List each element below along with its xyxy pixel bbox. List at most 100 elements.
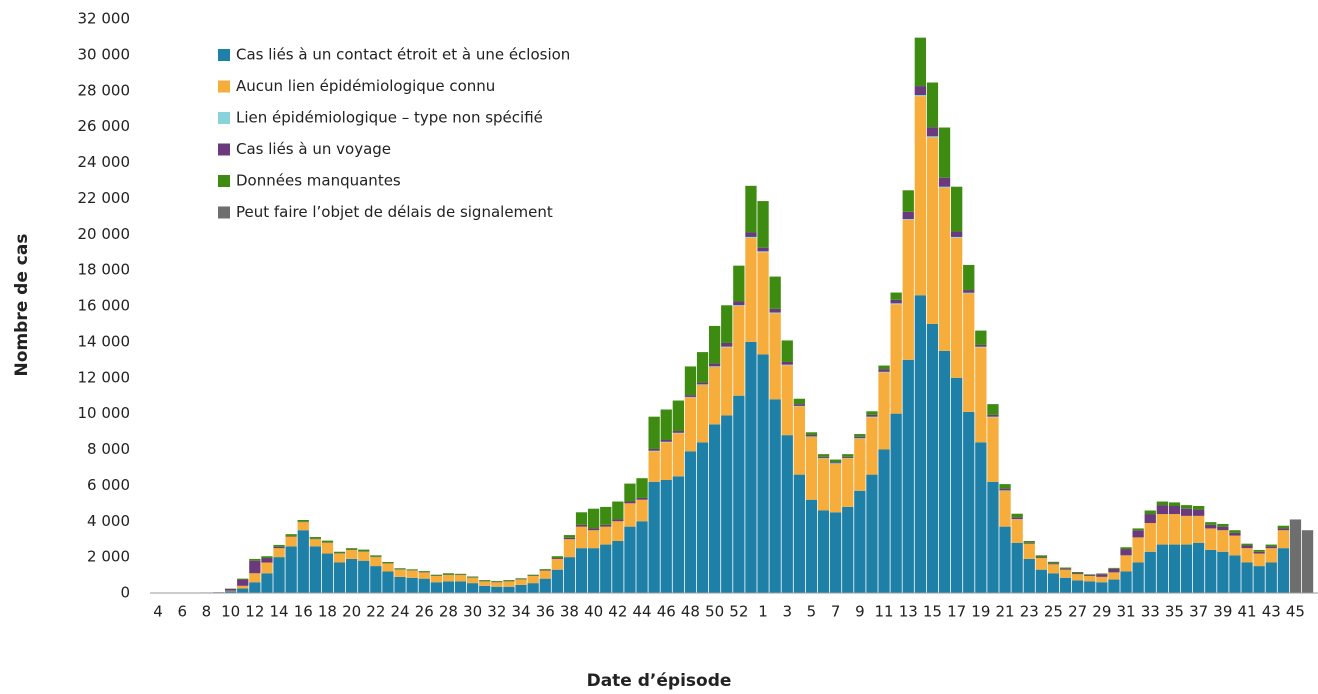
bar-segment: [539, 569, 551, 571]
bar-segment: [709, 424, 721, 593]
bar-segment: [273, 557, 285, 593]
bar-segment: [1217, 551, 1229, 593]
bar-segment: [1180, 544, 1193, 593]
bar-segment: [1108, 579, 1120, 593]
bar-segment: [600, 524, 612, 527]
bar-segment: [709, 325, 721, 364]
bar-segment: [866, 411, 878, 415]
bar-segment: [1059, 577, 1072, 593]
legend-swatch: [218, 143, 230, 156]
y-tick-label: 24 000: [78, 153, 131, 171]
bar-segment: [358, 551, 370, 561]
bar-segment: [745, 232, 757, 237]
bar-segment: [515, 584, 527, 593]
bar-segment: [491, 580, 503, 582]
x-tick-label: 16: [294, 603, 313, 621]
bar-segment: [575, 526, 588, 549]
bar-segment: [830, 462, 842, 464]
x-tick-label: 33: [1141, 603, 1160, 621]
bar-segment: [563, 535, 576, 538]
bar-segment: [539, 570, 551, 579]
bar-segment: [479, 580, 491, 581]
x-tick-label: 45: [1286, 603, 1305, 621]
bar-segment: [854, 438, 866, 491]
bar-segment: [1253, 566, 1265, 593]
bar-segment: [672, 433, 684, 477]
bar-segment: [672, 400, 684, 432]
bar-segment: [539, 570, 551, 571]
bar-segment: [454, 575, 467, 582]
bar-segment: [297, 522, 309, 531]
bar-segment: [878, 372, 890, 450]
bar-segment: [1023, 543, 1035, 559]
x-tick-label: 14: [270, 603, 289, 621]
bar-segment: [951, 237, 963, 378]
bar-segment: [1059, 567, 1072, 569]
legend-label: Aucun lien épidémiologique connu: [236, 77, 495, 95]
bar-segment: [733, 306, 745, 396]
y-tick-label: 2 000: [87, 548, 130, 566]
bar-segment: [672, 431, 684, 433]
bar-segment: [1241, 548, 1253, 563]
bar-segment: [817, 454, 830, 457]
bar-segment: [406, 577, 418, 593]
bar-segment: [963, 290, 975, 293]
y-tick-label: 8 000: [87, 440, 130, 458]
x-tick-label: 8: [202, 603, 212, 621]
bar-segment: [696, 382, 709, 385]
bar-segment: [527, 574, 539, 576]
bar-segment: [1144, 514, 1156, 524]
bar-segment: [479, 581, 491, 586]
bar-segment: [249, 560, 261, 574]
bar-segment: [1011, 542, 1023, 593]
bar-segment: [430, 575, 442, 583]
bar-segment: [297, 530, 309, 593]
bar-segment: [672, 476, 684, 593]
x-tick-label: 50: [705, 603, 724, 621]
x-tick-label: 39: [1213, 603, 1232, 621]
bar-segment: [1265, 544, 1277, 547]
bar-segment: [1047, 561, 1060, 564]
bar-segment: [1241, 562, 1253, 593]
bar-segment: [515, 578, 527, 580]
bar-segment: [733, 305, 745, 306]
x-tick-label: 30: [463, 603, 482, 621]
bar-segment: [1059, 568, 1072, 570]
y-tick-label: 12 000: [78, 368, 131, 386]
bar-segment: [914, 37, 926, 87]
bar-segment: [237, 588, 249, 593]
bar-segment: [418, 578, 430, 593]
bar-segment: [987, 416, 999, 418]
bar-segment: [975, 346, 987, 348]
bar-segment: [1108, 568, 1120, 573]
bar-segment: [418, 571, 430, 573]
x-tick-label: 48: [681, 603, 700, 621]
bar-segment: [454, 573, 467, 575]
bar-segment: [1277, 528, 1289, 531]
bar-segment: [951, 231, 963, 237]
bar-segment: [757, 201, 769, 248]
bar-segment: [842, 454, 854, 457]
bar-segment: [1144, 523, 1156, 552]
legend-label: Lien épidémiologique – type non spécifié: [236, 109, 543, 127]
bar-segment: [588, 530, 600, 549]
bar-segment: [285, 534, 297, 536]
bar-segment: [830, 463, 842, 464]
y-tick-label: 20 000: [78, 225, 131, 243]
bar-segment: [1205, 524, 1217, 529]
bar-segment: [696, 384, 709, 385]
bar-segment: [1035, 569, 1047, 593]
bar-segment: [1023, 542, 1035, 544]
bar-segment: [1096, 576, 1108, 583]
bar-segment: [684, 397, 697, 452]
bar-segment: [745, 185, 757, 233]
bar-segment: [684, 451, 697, 593]
y-tick-label: 22 000: [78, 189, 131, 207]
bar-segment: [479, 585, 491, 593]
y-tick-label: 16 000: [78, 297, 131, 315]
bar-segment: [1047, 573, 1060, 593]
bar-segment: [684, 366, 697, 396]
bar-segment: [575, 524, 588, 527]
x-tick-label: 40: [584, 603, 603, 621]
bar-segment: [1144, 510, 1156, 515]
